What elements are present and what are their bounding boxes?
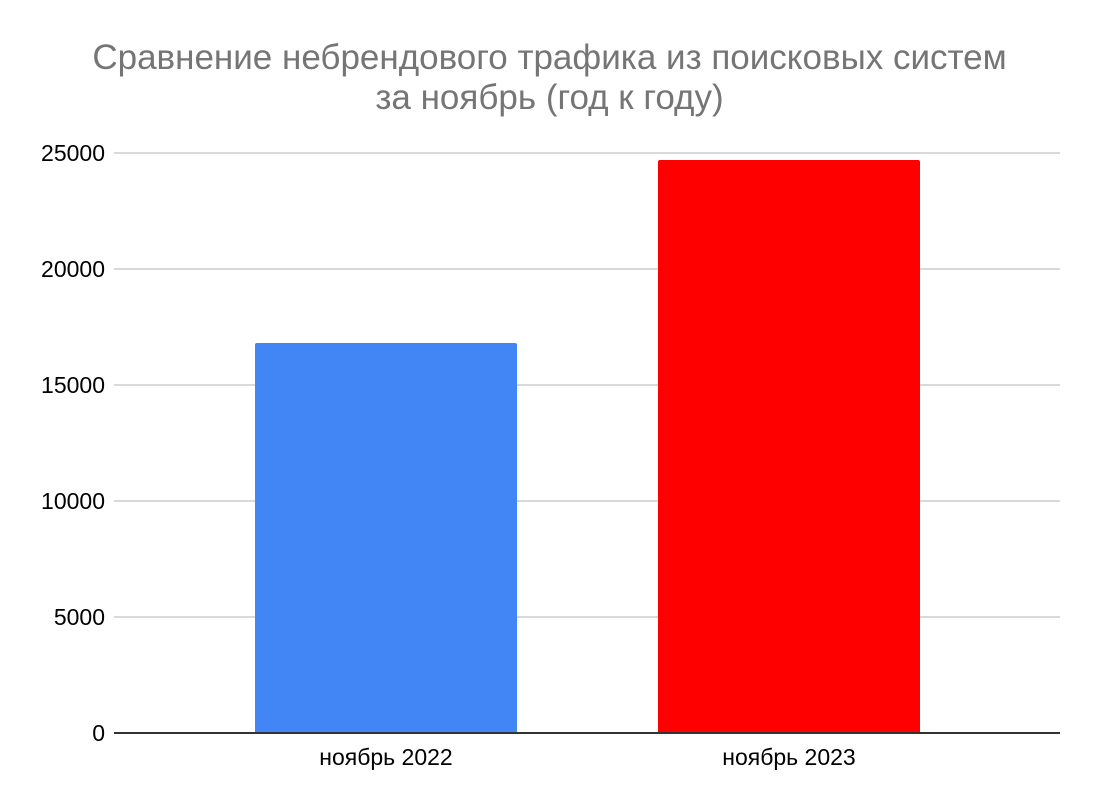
bar-november-2022 [255,343,517,733]
gridline [114,500,1060,502]
plot-area [114,152,1060,734]
x-axis-line [114,732,1060,734]
gridline [114,384,1060,386]
gridline [114,152,1060,154]
chart-title: Сравнение небрендового трафика из поиско… [0,38,1099,118]
y-axis-labels: 0 5000 10000 15000 20000 25000 [0,140,105,746]
chart-title-line1: Сравнение небрендового трафика из поиско… [92,38,1007,77]
x-tick-label: ноябрь 2023 [722,744,856,770]
gridline [114,268,1060,270]
y-tick-label: 5000 [53,604,105,630]
gridline [114,616,1060,618]
x-axis-labels: ноябрь 2022 ноябрь 2023 [114,744,1060,772]
chart-title-line2: за ноябрь (год к году) [375,78,724,117]
y-tick-label: 20000 [41,256,105,282]
y-tick-label: 0 [92,720,105,746]
bar-november-2023 [658,159,920,733]
y-tick-label: 10000 [41,488,105,514]
y-tick-label: 25000 [41,140,105,166]
x-tick-label: ноябрь 2022 [319,744,453,770]
y-tick-label: 15000 [41,372,105,398]
